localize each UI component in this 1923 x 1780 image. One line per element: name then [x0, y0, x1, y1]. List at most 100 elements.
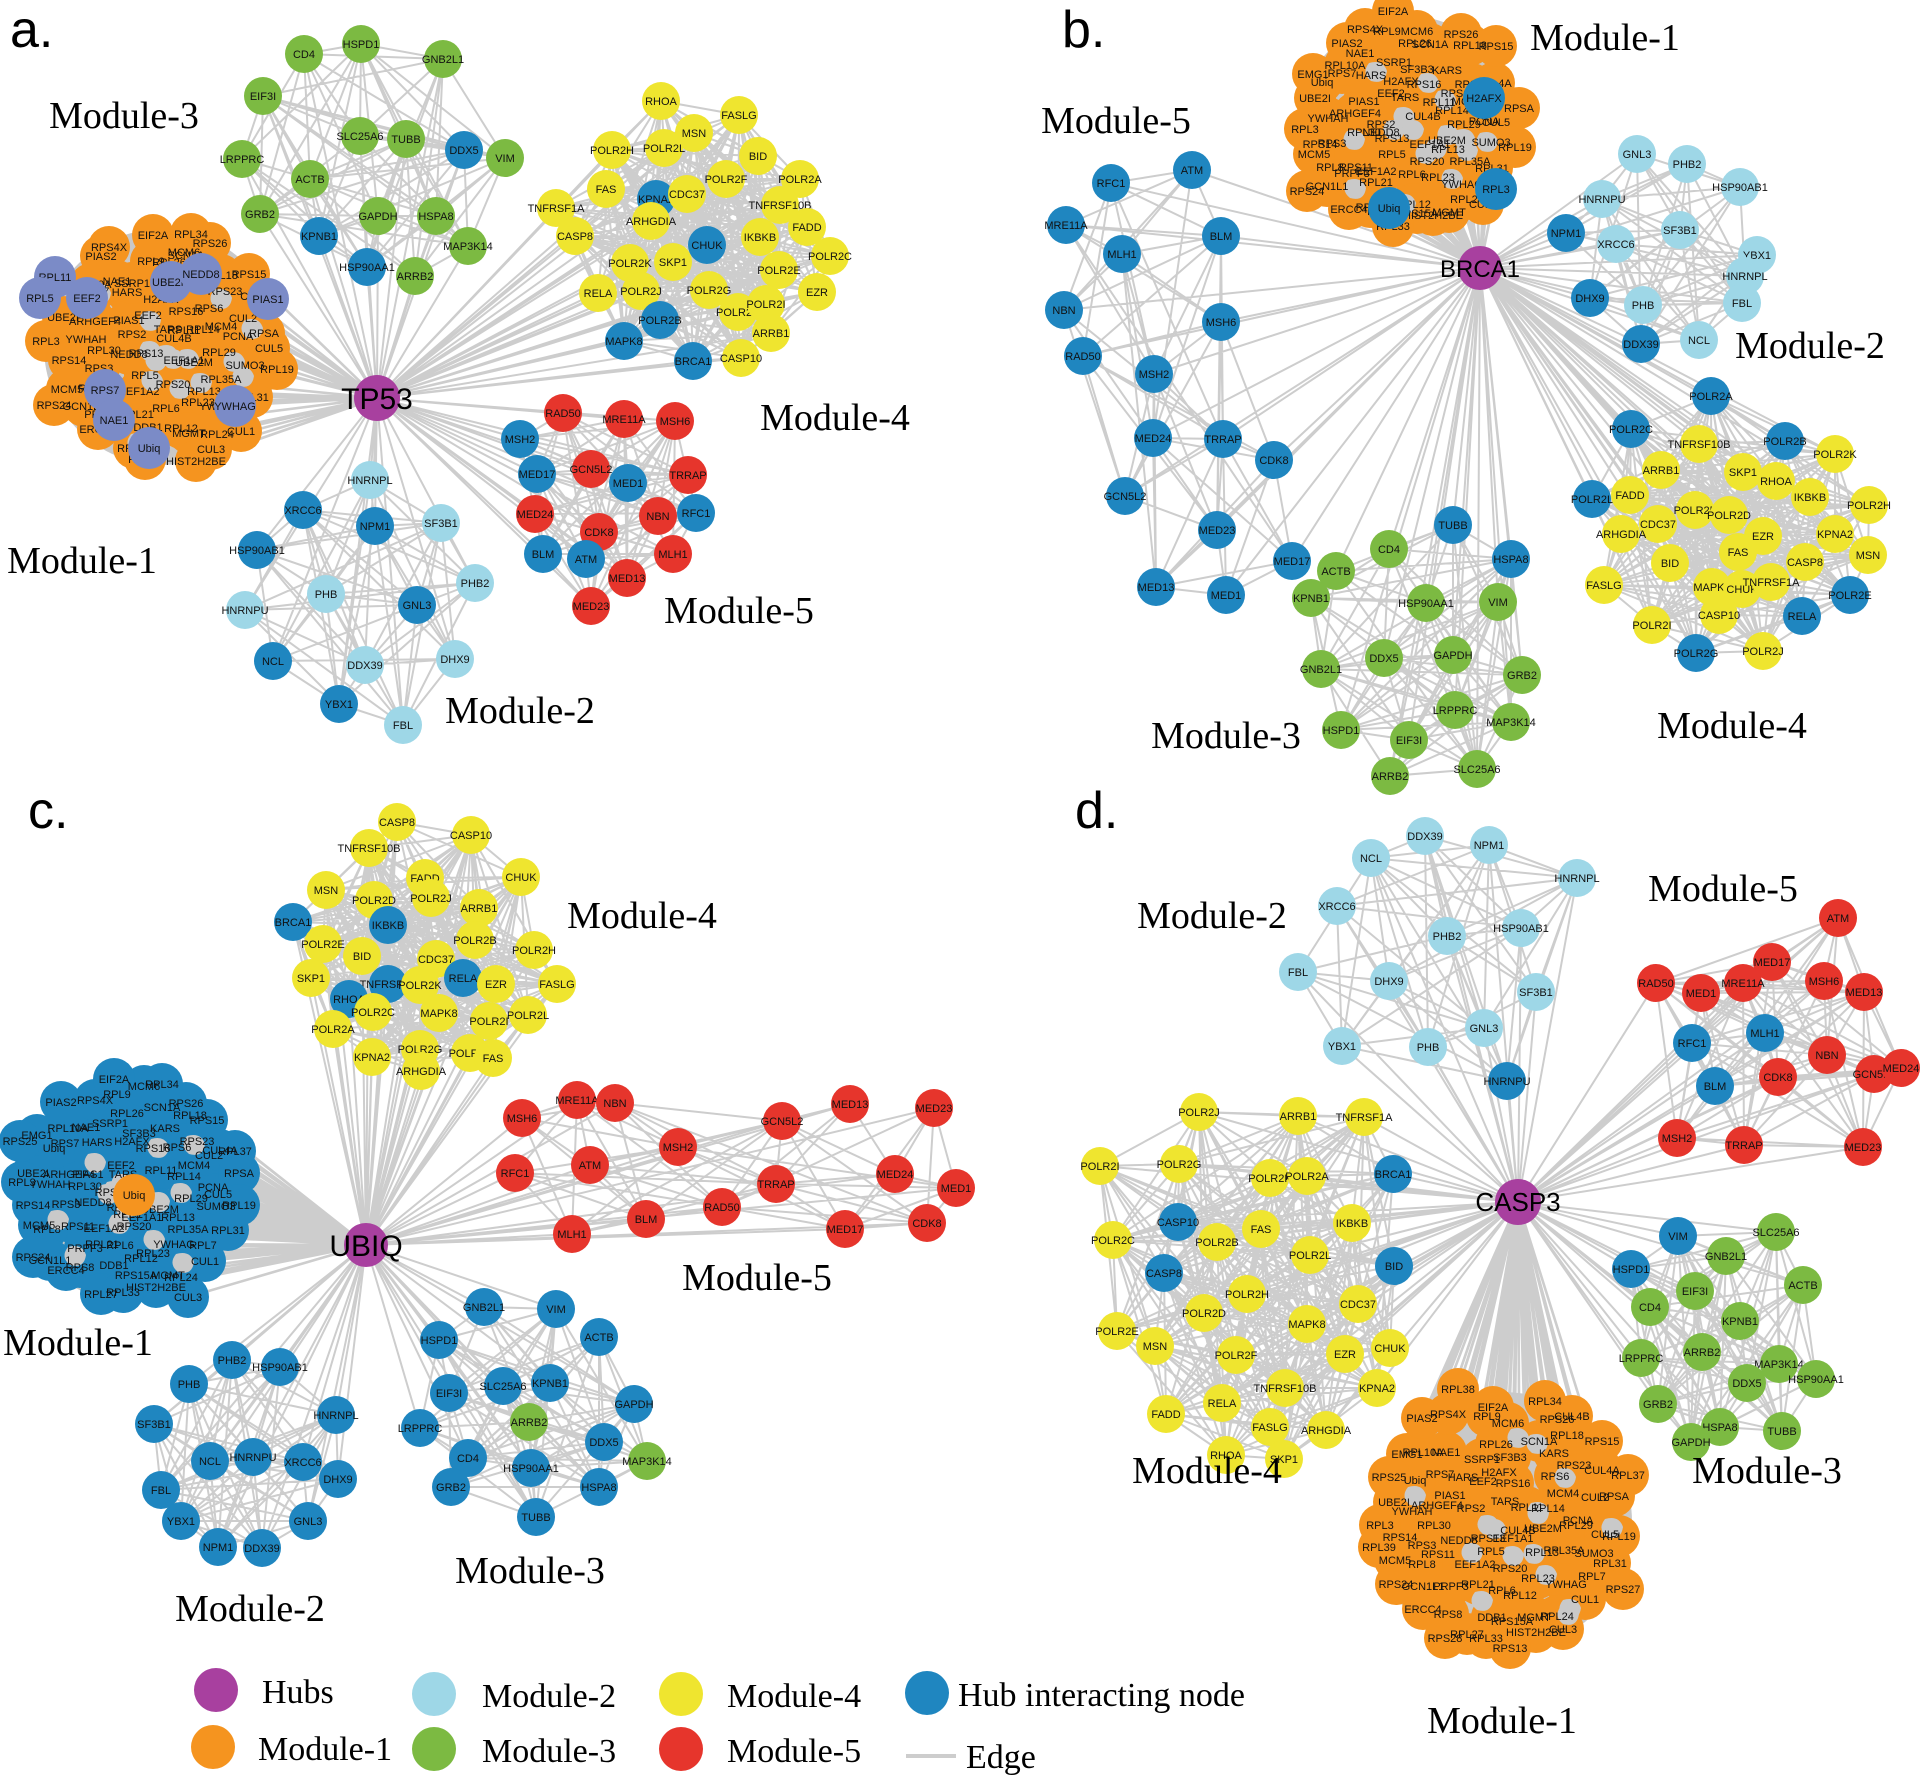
svg-text:RPS4X: RPS4X — [91, 242, 128, 254]
svg-text:EEF2: EEF2 — [134, 310, 162, 322]
svg-text:RPL31: RPL31 — [1593, 1558, 1627, 1570]
svg-text:GCN1L1: GCN1L1 — [29, 1255, 72, 1267]
svg-text:RPS14: RPS14 — [1303, 139, 1338, 151]
svg-text:PIAS2: PIAS2 — [45, 1097, 76, 1109]
svg-text:RPL12: RPL12 — [124, 1253, 158, 1265]
svg-text:GRB2: GRB2 — [1507, 670, 1537, 682]
svg-text:c.: c. — [28, 782, 68, 840]
svg-text:GNL3: GNL3 — [294, 1516, 323, 1528]
svg-text:BID: BID — [1661, 558, 1679, 570]
svg-text:MED1: MED1 — [1211, 590, 1242, 602]
svg-text:RAD50: RAD50 — [1065, 351, 1100, 363]
svg-text:RPL10A: RPL10A — [1403, 1447, 1445, 1459]
svg-text:RPS15: RPS15 — [1585, 1436, 1620, 1448]
svg-text:PIAS1: PIAS1 — [1434, 1490, 1465, 1502]
svg-text:LRPPRC: LRPPRC — [1433, 705, 1478, 717]
svg-text:Module-3: Module-3 — [482, 1733, 616, 1770]
svg-text:KARS: KARS — [1432, 65, 1462, 77]
svg-text:RPL35A: RPL35A — [1450, 156, 1492, 168]
svg-text:POLR2K: POLR2K — [608, 258, 652, 270]
svg-text:CUL5: CUL5 — [255, 343, 283, 355]
svg-text:HSPD1: HSPD1 — [1323, 725, 1360, 737]
svg-text:MED1: MED1 — [613, 478, 644, 490]
svg-text:RPL29: RPL29 — [1559, 1520, 1593, 1532]
svg-text:SSRP1: SSRP1 — [114, 278, 150, 290]
svg-text:POLR2L: POLR2L — [643, 143, 685, 155]
svg-text:RPL19: RPL19 — [1602, 1531, 1636, 1543]
svg-text:POLR2J: POLR2J — [620, 286, 662, 298]
svg-text:POLR2J: POLR2J — [1178, 1107, 1220, 1119]
svg-text:GNB2L1: GNB2L1 — [422, 54, 464, 66]
svg-text:HSPD1: HSPD1 — [343, 39, 380, 51]
svg-text:POLR2I: POLR2I — [1080, 1161, 1119, 1173]
svg-text:RPL21: RPL21 — [1461, 1579, 1495, 1591]
svg-text:RPL3: RPL3 — [1291, 124, 1319, 136]
svg-text:RPL19: RPL19 — [1498, 142, 1532, 154]
svg-text:MRE11A: MRE11A — [1721, 978, 1765, 990]
svg-text:RPS26: RPS26 — [169, 1098, 204, 1110]
svg-text:YBX1: YBX1 — [167, 1516, 195, 1528]
svg-text:VIM: VIM — [495, 153, 515, 165]
svg-text:XRCC6: XRCC6 — [284, 1457, 321, 1469]
svg-text:TNFRSF10B: TNFRSF10B — [338, 843, 401, 855]
svg-text:SLC25A6: SLC25A6 — [479, 1381, 526, 1393]
svg-text:HSP90AB1: HSP90AB1 — [252, 1362, 308, 1374]
svg-text:RHOA: RHOA — [645, 96, 677, 108]
svg-text:RPS6: RPS6 — [163, 1142, 192, 1154]
svg-text:HNRNPU: HNRNPU — [1483, 1076, 1530, 1088]
svg-text:ARHGEF4: ARHGEF4 — [1411, 1500, 1463, 1512]
svg-text:Module-1: Module-1 — [258, 1731, 392, 1768]
svg-text:BRCA1: BRCA1 — [1440, 256, 1520, 283]
svg-text:DHX9: DHX9 — [440, 654, 469, 666]
svg-text:POLR2B: POLR2B — [638, 315, 681, 327]
svg-text:RPS14: RPS14 — [16, 1200, 51, 1212]
svg-text:EEF2: EEF2 — [1469, 1476, 1497, 1488]
svg-text:RPL8: RPL8 — [33, 1224, 61, 1236]
svg-text:GNB2L1: GNB2L1 — [463, 1302, 505, 1314]
svg-text:NCL: NCL — [1360, 853, 1382, 865]
svg-text:VIM: VIM — [1488, 597, 1508, 609]
svg-text:MLH1: MLH1 — [557, 1229, 586, 1241]
svg-text:NAE1: NAE1 — [72, 1122, 101, 1134]
svg-text:MSH6: MSH6 — [1809, 976, 1840, 988]
svg-text:Hubs: Hubs — [262, 1674, 334, 1711]
svg-text:MSH6: MSH6 — [507, 1113, 538, 1125]
svg-text:MAP3K14: MAP3K14 — [1754, 1359, 1804, 1371]
svg-text:RPS4X: RPS4X — [1347, 24, 1384, 36]
svg-text:UBE2M: UBE2M — [1428, 135, 1466, 147]
svg-text:DDX5: DDX5 — [449, 145, 478, 157]
svg-text:RPL13: RPL13 — [1431, 144, 1465, 156]
svg-text:Module-5: Module-5 — [664, 590, 814, 632]
svg-text:ATM: ATM — [1181, 165, 1203, 177]
svg-text:PRPF3: PRPF3 — [1433, 1581, 1468, 1593]
svg-text:PIAS1: PIAS1 — [72, 1169, 103, 1181]
svg-text:CUL4A: CUL4A — [1584, 1465, 1620, 1477]
svg-text:DDB1: DDB1 — [1477, 1612, 1506, 1624]
svg-text:BLM: BLM — [1704, 1081, 1727, 1093]
svg-text:RPS13: RPS13 — [129, 348, 164, 360]
svg-text:SSRP1: SSRP1 — [1464, 1454, 1500, 1466]
svg-text:POLR2C: POLR2C — [808, 251, 852, 263]
svg-text:POLR2A: POLR2A — [778, 174, 822, 186]
svg-text:BLM: BLM — [635, 1214, 658, 1226]
svg-text:YBX1: YBX1 — [1328, 1041, 1356, 1053]
svg-text:ARHGEF4: ARHGEF4 — [1329, 108, 1381, 120]
svg-text:CDK8: CDK8 — [1763, 1072, 1792, 1084]
svg-text:RPL30: RPL30 — [87, 345, 121, 357]
svg-text:POLR2C: POLR2C — [1091, 1235, 1135, 1247]
svg-text:HSP90AA1: HSP90AA1 — [503, 1463, 559, 1475]
svg-text:RPL24: RPL24 — [1540, 1611, 1574, 1623]
svg-text:CASP8: CASP8 — [1787, 557, 1823, 569]
svg-text:CASP8: CASP8 — [1146, 1268, 1182, 1280]
svg-text:SF3B1: SF3B1 — [1663, 225, 1697, 237]
svg-text:RPS28: RPS28 — [1428, 1633, 1463, 1645]
svg-text:MCM5: MCM5 — [1379, 1555, 1411, 1567]
svg-text:RPL9: RPL9 — [103, 1089, 131, 1101]
svg-text:RPS11: RPS11 — [1421, 1549, 1455, 1561]
svg-text:EIF3I: EIF3I — [250, 91, 276, 103]
svg-text:Module-3: Module-3 — [1151, 715, 1301, 757]
svg-text:MED24: MED24 — [1883, 1063, 1920, 1075]
svg-text:POLR2K: POLR2K — [1813, 449, 1857, 461]
svg-text:HSPD1: HSPD1 — [1613, 1264, 1650, 1276]
svg-text:RPS20: RPS20 — [1410, 156, 1445, 168]
